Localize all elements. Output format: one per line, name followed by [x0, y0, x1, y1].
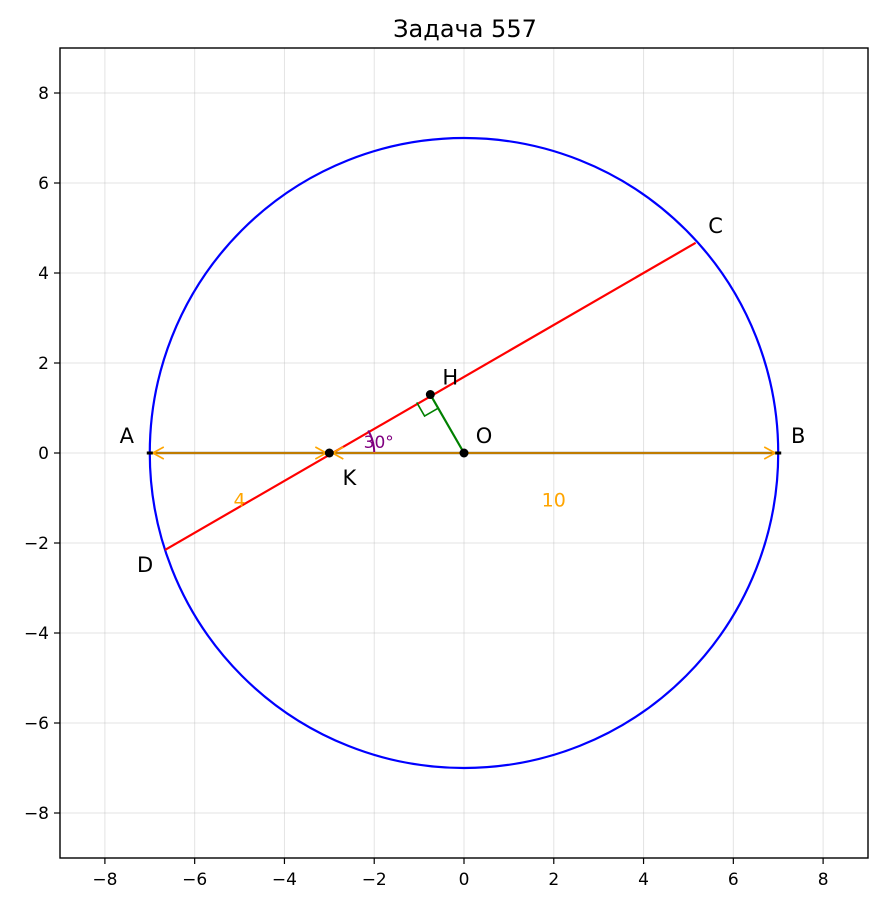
x-tick-label: −2 — [362, 870, 387, 890]
x-tick-label: −4 — [272, 870, 297, 890]
angle-label: 30° — [364, 433, 394, 453]
label-H: H — [442, 366, 458, 390]
x-tick-label: 0 — [459, 870, 470, 890]
dimension-label-KB: 10 — [542, 489, 566, 511]
y-tick-label: 2 — [38, 354, 49, 374]
chart-title: Задача 557 — [393, 15, 537, 43]
dimension-label-AK: 4 — [234, 489, 246, 511]
x-tick-label: 6 — [728, 870, 739, 890]
x-tick-label: 4 — [638, 870, 649, 890]
y-tick-label: 4 — [38, 264, 49, 284]
y-tick-label: −4 — [24, 624, 49, 644]
y-tick-label: 0 — [38, 444, 49, 464]
point-K — [324, 448, 334, 458]
y-tick-label: 8 — [38, 84, 49, 104]
label-layer: 30° 4 10 K O H A B C D — [120, 214, 806, 577]
x-tick-label: −8 — [92, 870, 117, 890]
x-tick-label: 2 — [548, 870, 559, 890]
y-tick-label: −8 — [24, 804, 49, 824]
label-O: O — [476, 424, 493, 448]
segment-perpendicular-OH — [429, 393, 465, 454]
tick-layer: −8 −6 −4 −2 0 2 4 6 8 −8 −6 −4 −2 0 2 4 6 8 — [24, 84, 829, 890]
x-tick-label: −6 — [182, 870, 207, 890]
angle-arc — [367, 430, 376, 454]
geometry-layer — [146, 136, 782, 770]
label-C: C — [708, 214, 723, 238]
label-B: B — [791, 424, 805, 448]
y-tick-label: −6 — [24, 714, 49, 734]
point-H — [425, 390, 435, 400]
x-tick-label: 8 — [818, 870, 829, 890]
label-K: K — [342, 466, 357, 490]
y-tick-label: 6 — [38, 174, 49, 194]
right-angle-mark — [416, 402, 439, 418]
label-D: D — [137, 553, 153, 577]
point-O — [459, 448, 469, 458]
label-A: A — [120, 424, 135, 448]
y-tick-label: −2 — [24, 534, 49, 554]
